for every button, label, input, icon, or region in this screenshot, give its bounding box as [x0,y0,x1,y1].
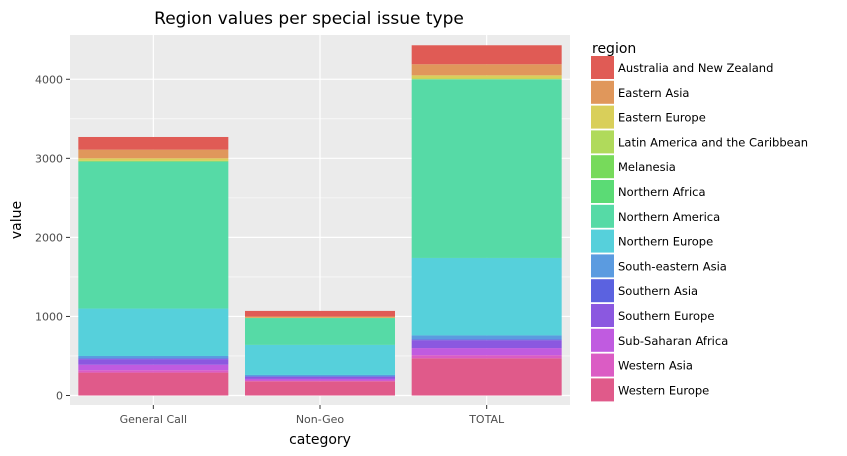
bar-segment-eastern-asia-non-geo [245,316,395,318]
legend-swatch [591,279,614,303]
bar-segment-southern-asia-general-call [78,358,229,360]
bar-segment-australia-and-new-zealand-non-geo [245,310,395,317]
chart-title: Region values per special issue type [154,9,464,29]
legend-label: South-eastern Asia [618,259,727,273]
legend-label: Northern Europe [618,235,713,249]
bar-segment-eastern-europe-general-call [78,158,229,161]
bar-segment-southern-europe-non-geo [245,376,395,379]
bar-segment-australia-and-new-zealand-general-call [78,136,229,150]
bar-segment-northern-europe-non-geo [245,344,395,375]
bar-segment-northern-europe-general-call [78,308,229,356]
legend-swatch [591,353,614,377]
bar-segment-western-europe-general-call [78,372,229,396]
legend-swatch [591,204,614,228]
bar-segment-western-asia-total [411,355,562,359]
bar-segment-western-europe-non-geo [245,381,395,396]
legend-swatch [591,155,614,179]
bar-segment-eastern-europe-total [411,75,562,79]
legend-label: Southern Europe [618,309,714,323]
legend-swatch [591,229,614,253]
bar-segment-eastern-asia-total [411,64,562,76]
y-tick-label: 0 [56,390,63,403]
legend-swatch [591,105,614,129]
y-axis: 0 1000 2000 3000 4000 [35,73,70,403]
legend-label: Northern America [618,210,720,224]
legend-label: Southern Asia [618,284,698,298]
bar-segment-latin-america-and-the-caribbean-general-call [78,160,229,162]
bar-segment-sub-saharan-africa-non-geo [245,378,395,381]
bar-segment-sub-saharan-africa-general-call [78,364,229,371]
bar-segment-northern-america-general-call [78,161,229,309]
bar-segment-southern-asia-total [411,339,562,341]
legend-label: Northern Africa [618,185,706,199]
legend-swatch [591,304,614,327]
legend-swatch [591,56,614,79]
legend-swatch [591,378,614,402]
legend: region Australia and New Zealand Eastern … [591,41,808,402]
y-tick-label: 1000 [35,310,63,323]
legend-swatch [591,130,614,154]
y-tick-label: 3000 [35,152,63,165]
legend-label: Australia and New Zealand [618,61,773,75]
y-tick-label: 4000 [35,73,63,86]
bar-segment-northern-europe-total [411,257,562,336]
bar-segment-northern-america-non-geo [245,318,395,345]
bar-segment-northern-america-total [411,79,562,258]
bar-segment-eastern-asia-general-call [78,149,229,159]
x-axis-title: category [289,432,351,448]
legend-swatch [591,328,614,352]
legend-swatch [591,80,614,104]
bar-segment-western-europe-total [411,358,562,396]
bar-segment-australia-and-new-zealand-total [411,45,562,65]
legend-label: Melanesia [618,160,676,174]
legend-swatch [591,254,614,278]
x-tick-label: TOTAL [468,413,505,426]
x-tick-label: General Call [120,413,187,426]
legend-label: Latin America and the Caribbean [618,135,808,149]
bar-segment-southern-europe-general-call [78,359,229,365]
bars [78,45,562,396]
legend-label: Eastern Asia [618,86,689,100]
bar-segment-south-eastern-asia-non-geo [245,374,395,377]
bar-segment-south-eastern-asia-total [411,335,562,340]
y-axis-title: value [9,201,25,239]
x-tick-label: Non-Geo [296,413,345,426]
legend-label: Western Europe [618,383,709,397]
legend-swatch [591,180,614,203]
bar-segment-south-eastern-asia-general-call [78,355,229,359]
bar-segment-western-asia-general-call [78,370,229,373]
legend-label: Western Asia [618,359,693,373]
legend-label: Eastern Europe [618,111,706,125]
y-tick-label: 2000 [35,231,63,244]
legend-label: Sub-Saharan Africa [618,334,728,348]
bar-segment-western-asia-non-geo [245,380,395,382]
x-axis: General Call Non-Geo TOTAL [120,405,505,426]
legend-title: region [592,41,636,57]
bar-segment-sub-saharan-africa-total [411,348,562,356]
bar-segment-latin-america-and-the-caribbean-total [411,78,562,80]
bar-segment-southern-europe-total [411,340,562,349]
